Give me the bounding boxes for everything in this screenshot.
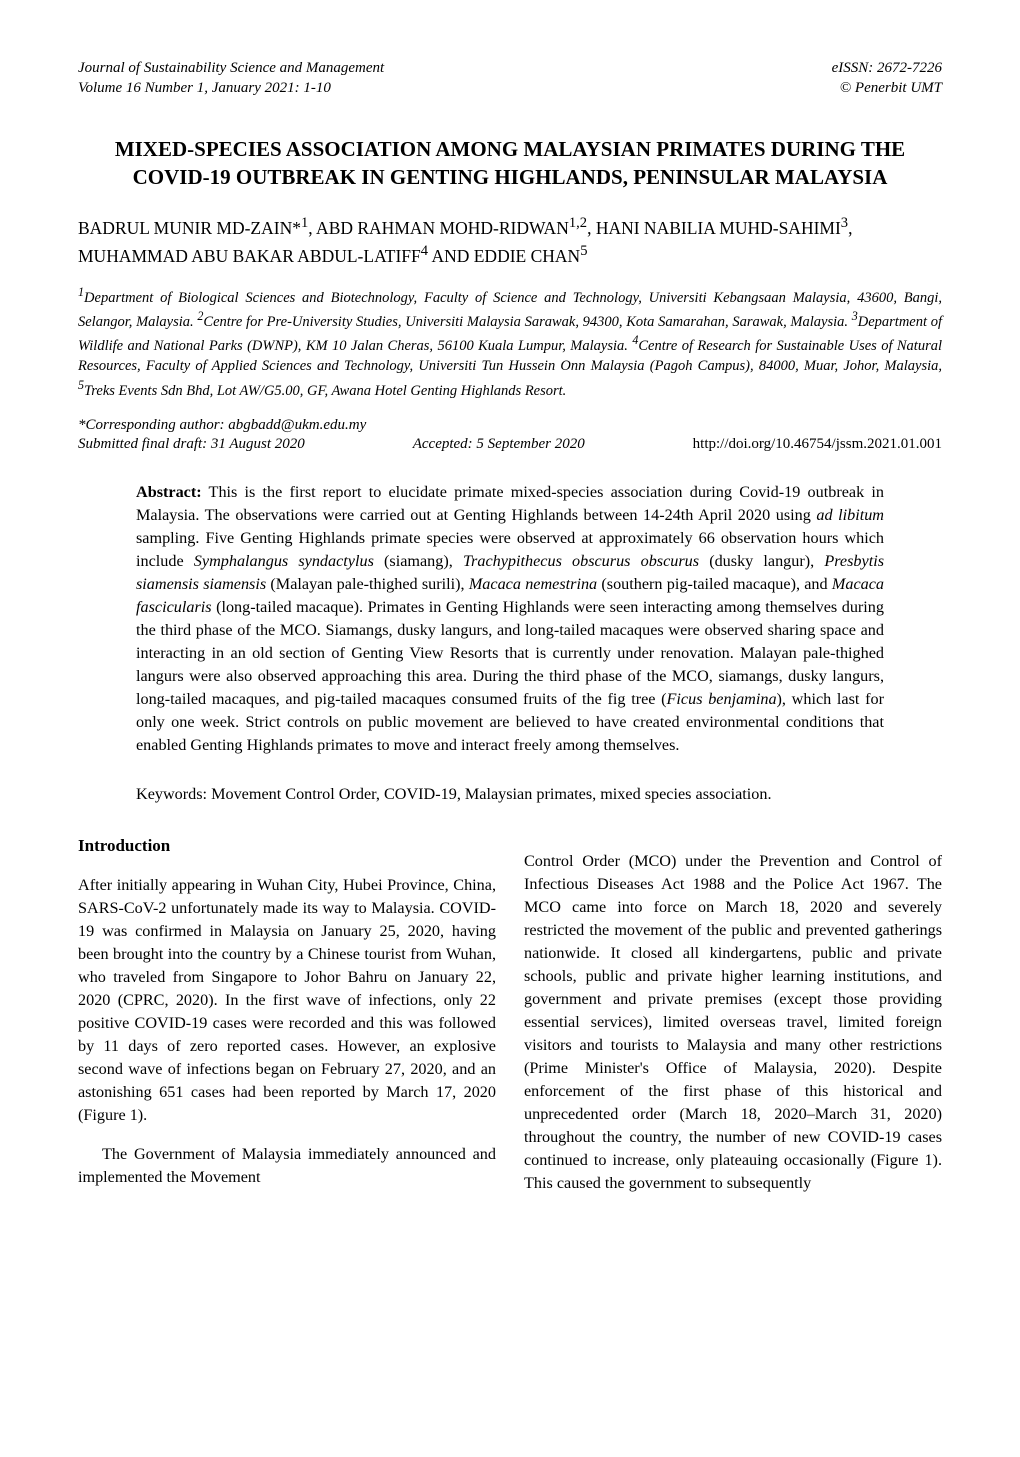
abstract-label: Abstract: <box>136 483 202 501</box>
keywords-label: Keywords: <box>136 785 207 803</box>
column-right: Control Order (MCO) under the Prevention… <box>524 834 942 1195</box>
submitted-date: Submitted final draft: 31 August 2020 <box>78 436 305 453</box>
affiliations: 1Department of Biological Sciences and B… <box>78 284 942 401</box>
page-header: Journal of Sustainability Science and Ma… <box>78 58 942 99</box>
abstract-text: This is the first report to elucidate pr… <box>136 483 884 754</box>
keywords-text: Movement Control Order, COVID-19, Malays… <box>207 785 771 803</box>
header-journal: Journal of Sustainability Science and Ma… <box>78 58 384 99</box>
column-left: Introduction After initially appearing i… <box>78 834 496 1195</box>
journal-page: Journal of Sustainability Science and Ma… <box>0 0 1020 1255</box>
introduction-heading: Introduction <box>78 834 496 858</box>
journal-title: Journal of Sustainability Science and Ma… <box>78 58 384 78</box>
authors-list: BADRUL MUNIR MD-ZAIN*1, ABD RAHMAN MOHD-… <box>78 213 942 268</box>
article-title: MIXED-SPECIES ASSOCIATION AMONG MALAYSIA… <box>80 135 940 192</box>
publisher: © Penerbit UMT <box>832 78 942 98</box>
accepted-date: Accepted: 5 September 2020 <box>413 436 585 453</box>
submission-dates: Submitted final draft: 31 August 2020 Ac… <box>78 436 942 453</box>
keywords: Keywords: Movement Control Order, COVID-… <box>136 783 884 806</box>
intro-paragraph-2: The Government of Malaysia immediately a… <box>78 1143 496 1189</box>
intro-paragraph-1: After initially appearing in Wuhan City,… <box>78 874 496 1127</box>
abstract: Abstract: This is the first report to el… <box>136 481 884 757</box>
body-columns: Introduction After initially appearing i… <box>78 834 942 1195</box>
journal-volume: Volume 16 Number 1, January 2021: 1-10 <box>78 78 384 98</box>
eissn: eISSN: 2672-7226 <box>832 58 942 78</box>
corresponding-author: *Corresponding author: abgbadd@ukm.edu.m… <box>78 417 942 434</box>
header-publisher: eISSN: 2672-7226 © Penerbit UMT <box>832 58 942 99</box>
doi-link[interactable]: http://doi.org/10.46754/jssm.2021.01.001 <box>693 436 942 453</box>
intro-paragraph-3: Control Order (MCO) under the Prevention… <box>524 850 942 1195</box>
